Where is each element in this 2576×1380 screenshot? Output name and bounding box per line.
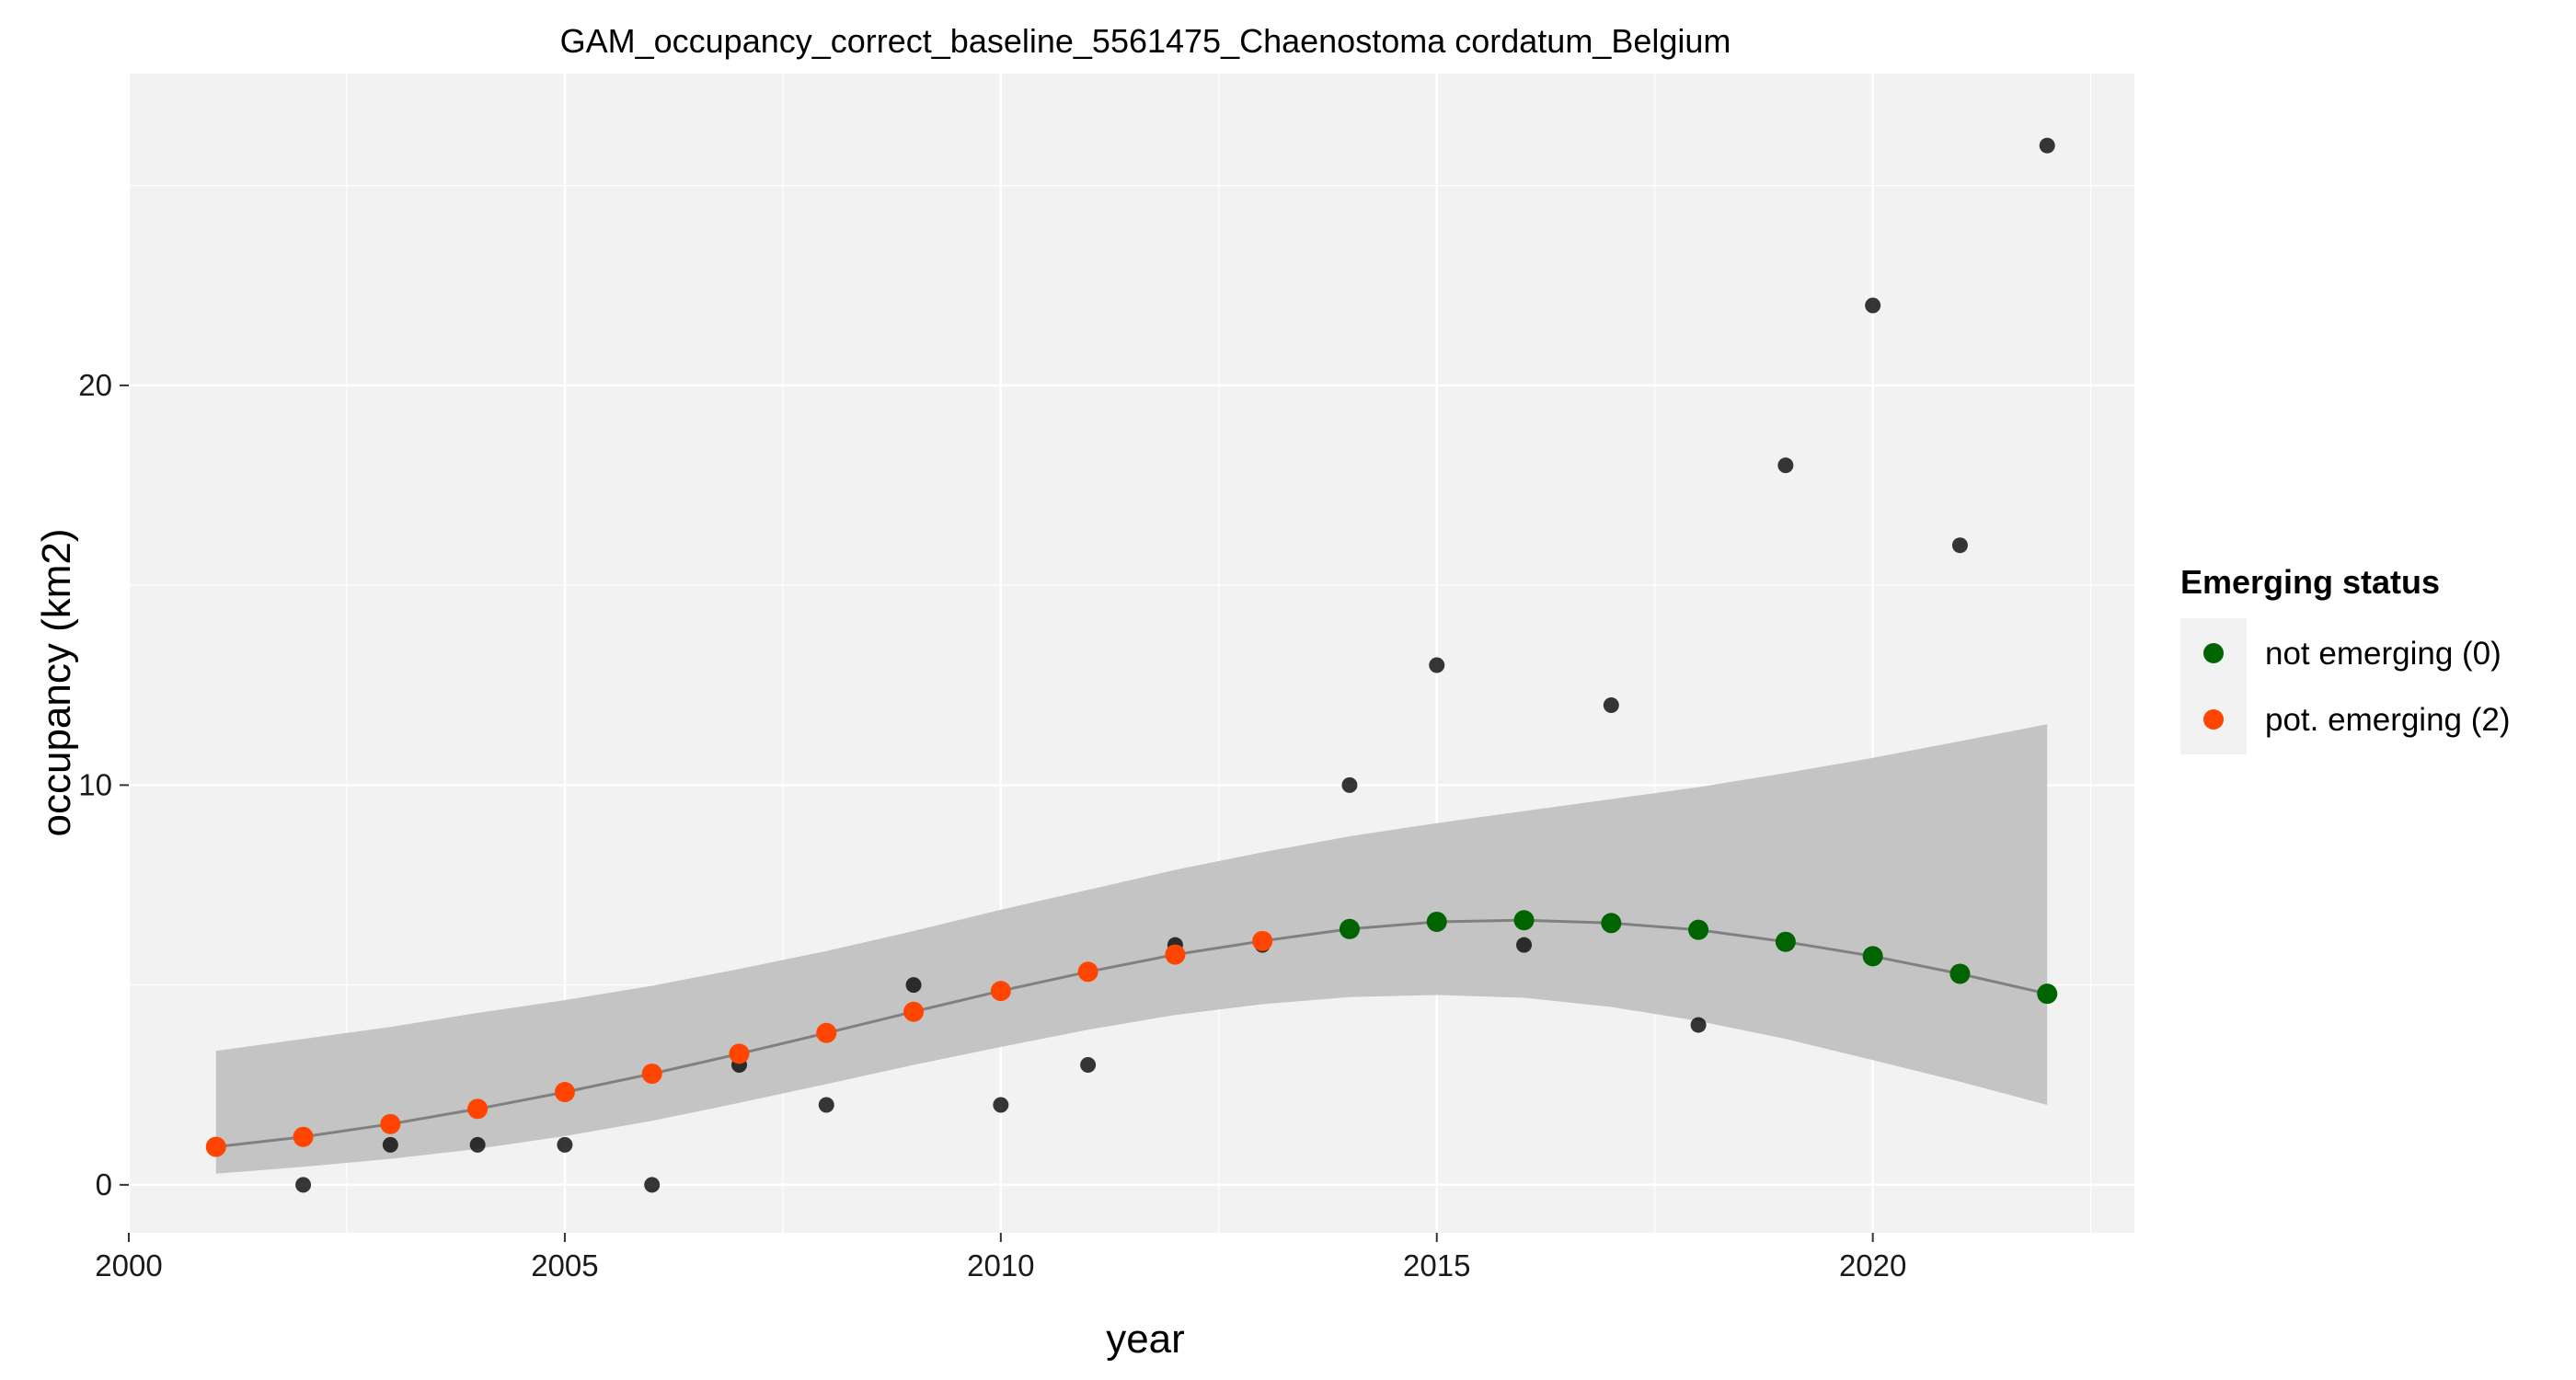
fitted-point [293, 1126, 314, 1147]
fitted-point [1252, 930, 1273, 951]
fitted-point [380, 1113, 401, 1134]
observed-point [295, 1177, 312, 1193]
y-tick-label: 0 [96, 1167, 112, 1202]
y-tick-labels: 0 10 20 [78, 368, 112, 1202]
fitted-point [903, 1001, 925, 1022]
observed-point [1603, 696, 1619, 713]
x-tick-label: 2010 [967, 1248, 1034, 1282]
observed-points [208, 137, 2055, 1193]
fitted-point [729, 1043, 750, 1064]
legend-keys: not emerging (0) pot. emerging (2) [2180, 618, 2511, 754]
observed-point [2039, 137, 2055, 154]
x-tick-labels: 2000 2005 2010 2015 2020 [95, 1248, 1906, 1282]
fitted-point [1165, 944, 1186, 965]
observed-point [1690, 1017, 1707, 1033]
fitted-point [1513, 910, 1535, 931]
legend-key-background [2180, 618, 2247, 754]
x-axis-title: year [1106, 1317, 1185, 1362]
fitted-point [1775, 931, 1796, 952]
y-axis-title: occupancy (km2) [34, 528, 79, 836]
observed-point [1516, 937, 1533, 953]
x-tick-label: 2020 [1839, 1248, 1906, 1282]
fitted-point [641, 1064, 662, 1085]
observed-point [1080, 1057, 1097, 1074]
fitted-point [2037, 983, 2058, 1005]
axes [120, 384, 1874, 1242]
observed-point [469, 1136, 486, 1153]
confidence-ribbon [215, 724, 2048, 1174]
fitted-point [1862, 946, 1883, 967]
observed-point [993, 1097, 1009, 1113]
fitted-point [1426, 911, 1447, 932]
fitted-point [816, 1022, 837, 1043]
fitted-points [205, 910, 2058, 1157]
observed-point [557, 1136, 573, 1153]
y-tick-label: 10 [78, 767, 112, 801]
legend-key-swatch [2203, 709, 2224, 730]
fitted-point [1688, 919, 1709, 940]
fitted-point [1077, 961, 1098, 983]
legend-entry-label: not emerging (0) [2265, 636, 2501, 672]
observed-point [1429, 657, 1445, 673]
x-tick-label: 2015 [1403, 1248, 1470, 1282]
observed-point [818, 1097, 834, 1113]
observed-point [1865, 297, 1881, 314]
observed-point [382, 1136, 398, 1153]
fitted-point [467, 1098, 489, 1120]
chart-title: GAM_occupancy_correct_baseline_5561475_C… [560, 22, 1731, 60]
x-tick-label: 2005 [531, 1248, 598, 1282]
observed-point [1341, 776, 1358, 793]
observed-point [905, 977, 922, 994]
fitted-point [1601, 913, 1622, 934]
fitted-point [1339, 918, 1360, 939]
x-tick-label: 2000 [95, 1248, 162, 1282]
fitted-point [990, 981, 1011, 1002]
legend-key-swatch [2203, 643, 2224, 663]
y-tick-label: 20 [78, 368, 112, 402]
fitted-point [205, 1136, 226, 1157]
observed-point [1951, 537, 1968, 554]
legend: Emerging status not emerging (0) pot. eme… [2180, 563, 2511, 754]
legend-entry-label: pot. emerging (2) [2265, 702, 2511, 738]
observed-point [1777, 457, 1794, 474]
legend-title: Emerging status [2180, 563, 2440, 601]
observed-point [644, 1177, 661, 1193]
gam-fit-line [215, 918, 2048, 1149]
fitted-point [554, 1082, 575, 1103]
fitted-point [1949, 963, 1971, 984]
